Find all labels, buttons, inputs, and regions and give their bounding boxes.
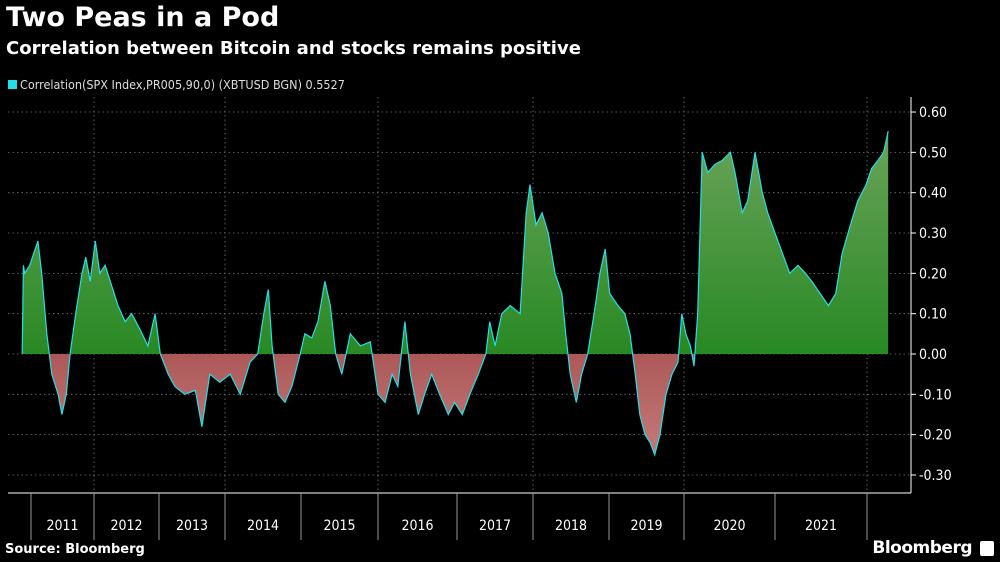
chart-title: Two Peas in a Pod [6, 2, 280, 33]
x-tick-label: 2021 [805, 518, 837, 534]
x-tick-label: 2019 [630, 518, 662, 534]
y-tick-label: 0.30 [919, 226, 947, 242]
x-tick-label: 2012 [110, 518, 142, 534]
y-tick-label: 0.10 [919, 307, 947, 323]
y-tick-label: 0.40 [919, 186, 947, 202]
legend-swatch [8, 80, 17, 89]
correlation-line [21, 130, 889, 457]
x-tick-label: 2015 [323, 518, 355, 534]
chart-subtitle: Correlation between Bitcoin and stocks r… [6, 38, 581, 59]
y-tick-label: 0.20 [919, 266, 947, 282]
y-tick-label: -0.30 [919, 468, 952, 484]
x-tick-label: 2016 [401, 518, 433, 534]
positive-area [22, 131, 889, 354]
y-tick-label: 0.00 [919, 347, 947, 363]
legend: Correlation(SPX Index,PR005,90,0) (XBTUS… [8, 77, 345, 92]
x-tick-label: 2020 [713, 518, 745, 534]
x-tick-label: 2011 [46, 518, 78, 534]
x-tick-label: 2018 [555, 518, 587, 534]
negative-area [22, 354, 889, 455]
x-tick-label: 2017 [479, 518, 511, 534]
y-tick-label: -0.20 [919, 428, 952, 444]
legend-label: Correlation(SPX Index,PR005,90,0) (XBTUS… [20, 77, 345, 92]
source-note: Source: Bloomberg [5, 542, 145, 557]
y-tick-label: 0.50 [919, 145, 947, 161]
bloomberg-logo: Bloomberg [872, 538, 972, 558]
y-tick-label: 0.60 [919, 105, 947, 121]
x-tick-label: 2013 [176, 518, 208, 534]
y-tick-label: -0.10 [919, 387, 952, 403]
bloomberg-chart-icon [980, 541, 994, 556]
x-tick-label: 2014 [247, 518, 279, 534]
